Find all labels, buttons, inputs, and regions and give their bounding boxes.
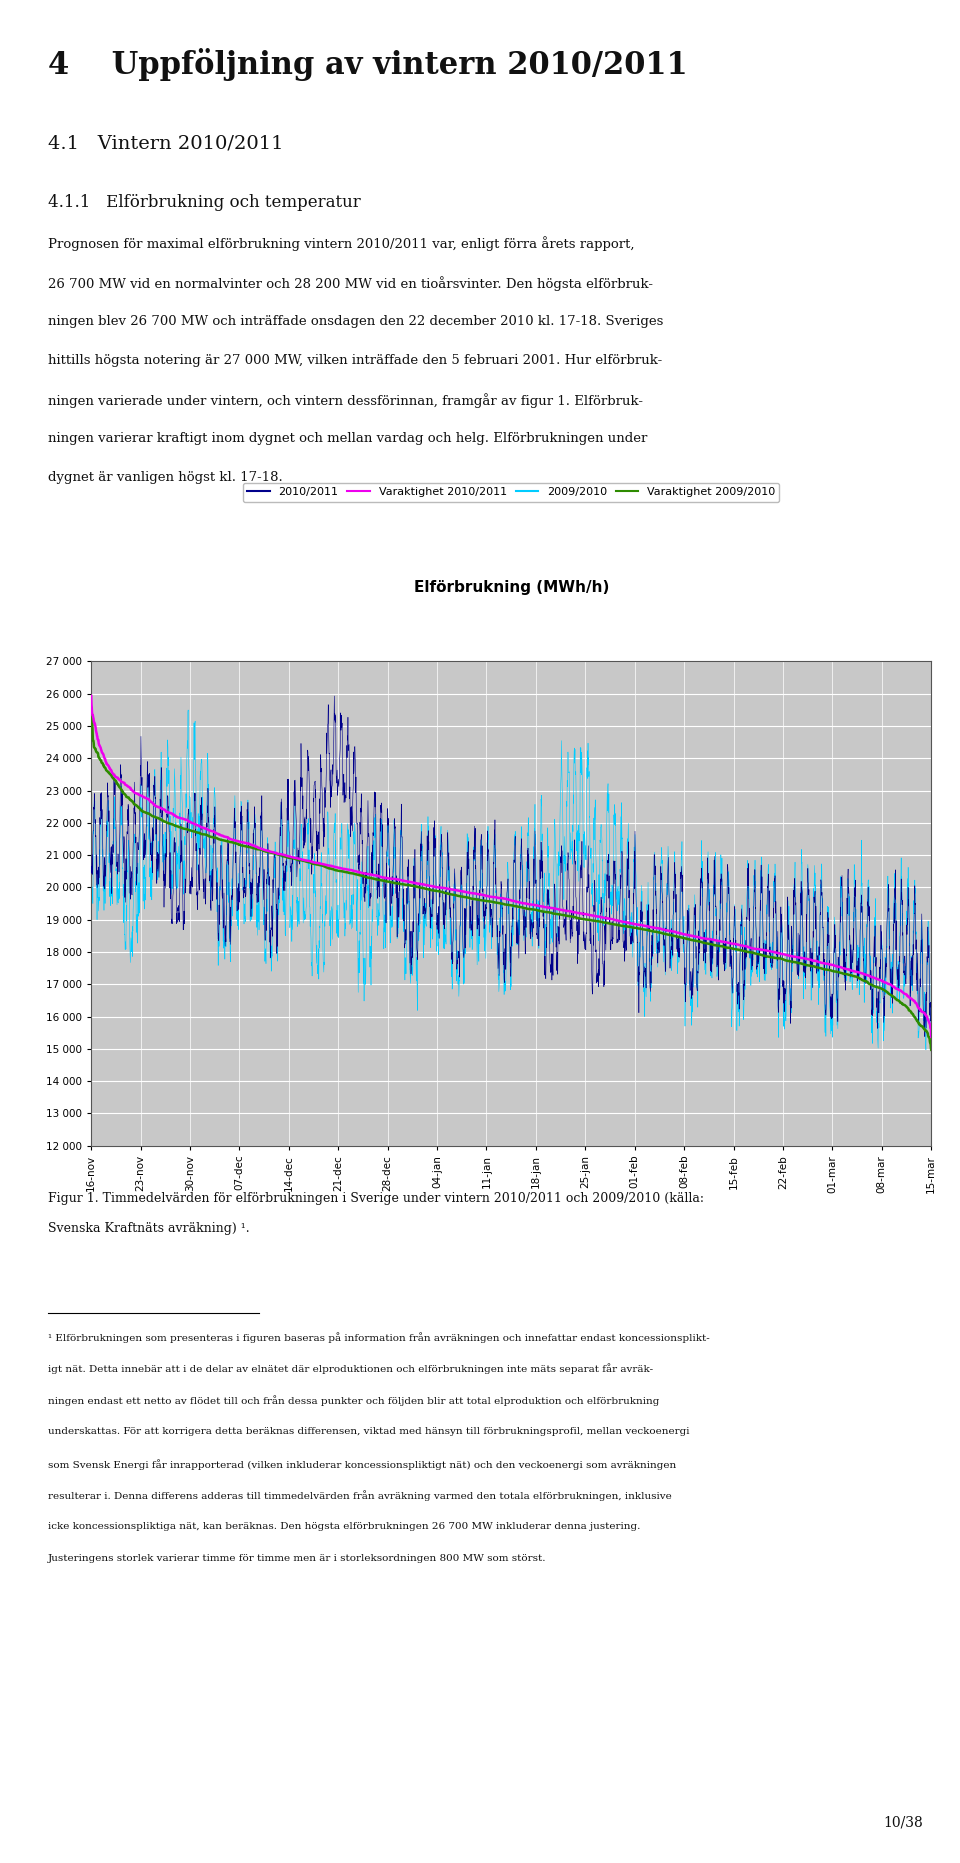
- Text: 26 700 MW vid en normalvinter och 28 200 MW vid en tioårsvinter. Den högsta elfö: 26 700 MW vid en normalvinter och 28 200…: [48, 276, 653, 291]
- Text: ningen varierar kraftigt inom dygnet och mellan vardag och helg. Elförbrukningen: ningen varierar kraftigt inom dygnet och…: [48, 432, 647, 445]
- Text: underskattas. För att korrigera detta beräknas differensen, viktad med hänsyn ti: underskattas. För att korrigera detta be…: [48, 1427, 689, 1436]
- Text: resulterar i. Denna differens adderas till timmedelvärden från avräkning varmed : resulterar i. Denna differens adderas ti…: [48, 1490, 672, 1502]
- Text: 4.1   Vintern 2010/2011: 4.1 Vintern 2010/2011: [48, 134, 283, 153]
- Text: icke koncessionspliktiga nät, kan beräknas. Den högsta elförbrukningen 26 700 MW: icke koncessionspliktiga nät, kan beräkn…: [48, 1522, 640, 1531]
- Text: Figur 1. Timmedelvärden för elförbrukningen i Sverige under vintern 2010/2011 oc: Figur 1. Timmedelvärden för elförbruknin…: [48, 1192, 704, 1205]
- Text: 4.1.1   Elförbrukning och temperatur: 4.1.1 Elförbrukning och temperatur: [48, 194, 361, 211]
- Text: ningen varierade under vintern, och vintern dessförinnan, framgår av figur 1. El: ningen varierade under vintern, och vint…: [48, 393, 643, 408]
- Text: ningen endast ett netto av flödet till och från dessa punkter och följden blir a: ningen endast ett netto av flödet till o…: [48, 1395, 660, 1407]
- Legend: 2010/2011, Varaktighet 2010/2011, 2009/2010, Varaktighet 2009/2010: 2010/2011, Varaktighet 2010/2011, 2009/2…: [243, 483, 780, 501]
- Text: Prognosen för maximal elförbrukning vintern 2010/2011 var, enligt förra årets ra: Prognosen för maximal elförbrukning vint…: [48, 237, 635, 252]
- Text: hittills högsta notering är 27 000 MW, vilken inträffade den 5 februari 2001. Hu: hittills högsta notering är 27 000 MW, v…: [48, 354, 662, 367]
- Text: Svenska Kraftnäts avräkning) ¹.: Svenska Kraftnäts avräkning) ¹.: [48, 1222, 250, 1235]
- Title: Elförbrukning (MWh/h): Elförbrukning (MWh/h): [414, 579, 609, 594]
- Text: ¹ Elförbrukningen som presenteras i figuren baseras på information från avräknin: ¹ Elförbrukningen som presenteras i figu…: [48, 1332, 709, 1343]
- Text: 4    Uppföljning av vintern 2010/2011: 4 Uppföljning av vintern 2010/2011: [48, 48, 687, 82]
- Text: ningen blev 26 700 MW och inträffade onsdagen den 22 december 2010 kl. 17-18. Sv: ningen blev 26 700 MW och inträffade ons…: [48, 315, 663, 328]
- Text: Justeringens storlek varierar timme för timme men är i storleksordningen 800 MW : Justeringens storlek varierar timme för …: [48, 1554, 546, 1563]
- Text: 10/38: 10/38: [883, 1815, 923, 1829]
- Text: igt nät. Detta innebär att i de delar av elnätet där elproduktionen och elförbru: igt nät. Detta innebär att i de delar av…: [48, 1364, 653, 1375]
- Text: dygnet är vanligen högst kl. 17-18.: dygnet är vanligen högst kl. 17-18.: [48, 471, 283, 484]
- Text: som Svensk Energi får inrapporterad (vilken inkluderar koncessionspliktigt nät) : som Svensk Energi får inrapporterad (vil…: [48, 1459, 676, 1470]
